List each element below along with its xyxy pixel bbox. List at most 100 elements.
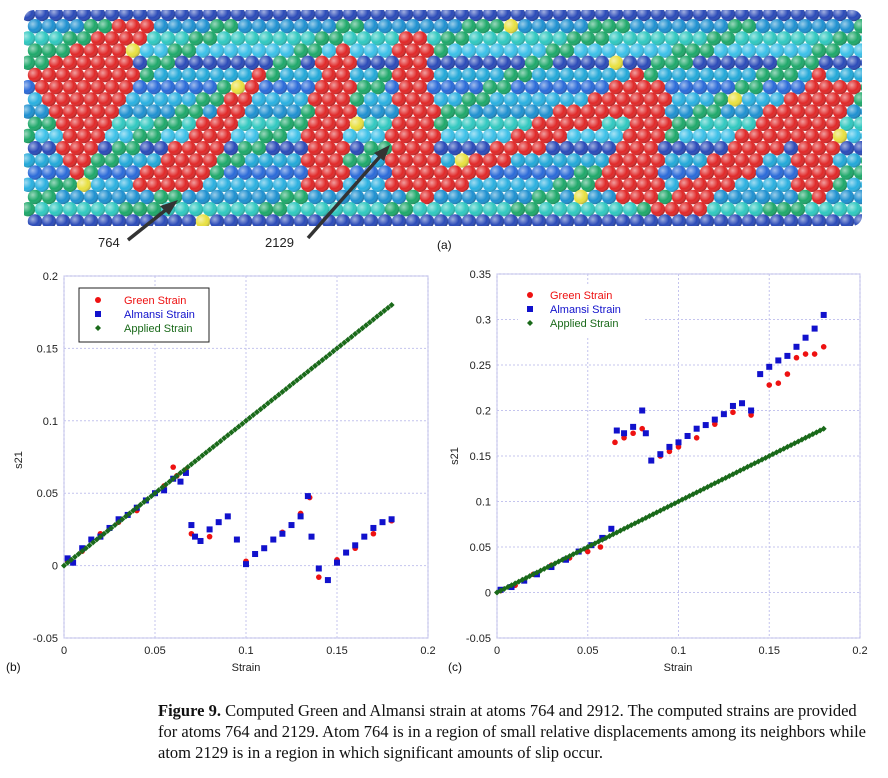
atom-shading — [97, 92, 113, 107]
applied-strain-point — [686, 493, 693, 500]
atom — [875, 56, 888, 70]
atom-shading — [713, 67, 729, 83]
atom-shading — [755, 43, 771, 58]
atom — [21, 226, 35, 240]
atom-shading — [811, 43, 827, 58]
atom-shading — [35, 226, 49, 240]
almansi-strain-point — [279, 530, 286, 537]
atom-shading — [720, 80, 736, 95]
atom-shading — [496, 128, 512, 144]
atom-shading — [55, 141, 71, 156]
atom-shading — [174, 80, 190, 95]
atom-shading — [664, 202, 680, 217]
atom-shading — [875, 226, 888, 240]
atom-shading — [314, 153, 330, 168]
atom-shading — [69, 214, 85, 226]
atom-shading — [111, 189, 127, 205]
atom — [868, 165, 882, 179]
atom-shading — [777, 226, 791, 240]
atom-shading — [433, 43, 449, 58]
atom-shading — [244, 55, 260, 70]
atom-shading — [21, 226, 35, 240]
atom-shading — [875, 202, 888, 216]
atom-shading — [496, 104, 512, 119]
atom-shading — [76, 55, 92, 70]
almansi-strain-point — [608, 525, 615, 532]
atom-shading — [399, 226, 413, 240]
atom-shading — [118, 31, 134, 46]
atom-shading — [643, 116, 659, 131]
atom-shading — [489, 189, 505, 205]
atom-shading — [839, 141, 855, 156]
almansi-strain-point — [315, 565, 322, 572]
atom-shading — [545, 92, 561, 107]
atom-shading — [699, 19, 715, 34]
atom-shading — [804, 202, 820, 217]
atom-shading — [734, 177, 750, 192]
almansi-strain-point — [702, 422, 709, 429]
atom-shading — [349, 116, 365, 131]
atom-shading — [860, 10, 862, 22]
atom-shading — [300, 153, 316, 168]
atom-shading — [167, 19, 183, 34]
atom-shading — [517, 214, 533, 226]
applied-strain-point — [177, 469, 184, 476]
atom-shading — [741, 92, 757, 107]
atom — [763, 226, 777, 240]
atom-shading — [678, 177, 694, 192]
atom-shading — [489, 116, 505, 131]
atom-shading — [188, 202, 204, 217]
atom-shading — [594, 80, 610, 95]
atom-shading — [349, 19, 365, 34]
atom-shading — [860, 128, 862, 144]
atom-shading — [839, 189, 855, 205]
atom-shading — [755, 141, 771, 156]
legend-marker-almansi-c — [527, 306, 533, 312]
atom-shading — [405, 189, 421, 205]
atom-shading — [321, 116, 337, 131]
atom-shading — [153, 67, 169, 83]
applied-strain-point — [119, 516, 126, 523]
applied-strain-point — [279, 388, 286, 395]
y-tick-label: 0 — [485, 588, 491, 600]
atom-shading — [713, 189, 729, 205]
atom-shading — [531, 19, 547, 34]
atom-shading — [594, 128, 610, 144]
atom-shading — [819, 226, 833, 240]
atom — [413, 226, 427, 240]
atom-shading — [734, 55, 750, 70]
chart-c: 0 0.05 0.1 0.15 0.2-0.0500.050.10.150.20.250… — [448, 269, 868, 674]
atom-shading — [651, 226, 665, 240]
atom-shading — [790, 31, 806, 46]
atom-shading — [97, 67, 113, 83]
atom-shading — [608, 104, 624, 119]
atom-shading — [279, 165, 295, 180]
atom-shading — [384, 153, 400, 168]
almansi-strain-point — [820, 311, 827, 318]
atom-shading — [636, 80, 652, 95]
atom-shading — [720, 10, 736, 22]
atom-shading — [552, 55, 568, 70]
atom — [609, 226, 623, 240]
atom-shading — [34, 55, 50, 70]
atom-shading — [783, 116, 799, 131]
atom-shading — [181, 141, 197, 156]
atom-shading — [846, 153, 862, 168]
atom-shading — [482, 31, 498, 46]
atom-shading — [223, 43, 239, 58]
atom-shading — [83, 165, 99, 180]
almansi-strain-point — [197, 537, 204, 544]
atom-shading — [419, 67, 435, 83]
atom — [707, 226, 721, 240]
atom-shading — [664, 104, 680, 119]
atom-shading — [83, 43, 99, 58]
atom-shading — [615, 43, 631, 58]
atom-shading — [174, 31, 190, 46]
atom-shading — [412, 31, 428, 46]
applied-strain-point — [108, 524, 115, 531]
atom-shading — [202, 55, 218, 70]
atom-shading — [587, 43, 603, 58]
atom-shading — [882, 43, 888, 57]
atom-shading — [853, 214, 862, 226]
atom-shading — [720, 104, 736, 119]
